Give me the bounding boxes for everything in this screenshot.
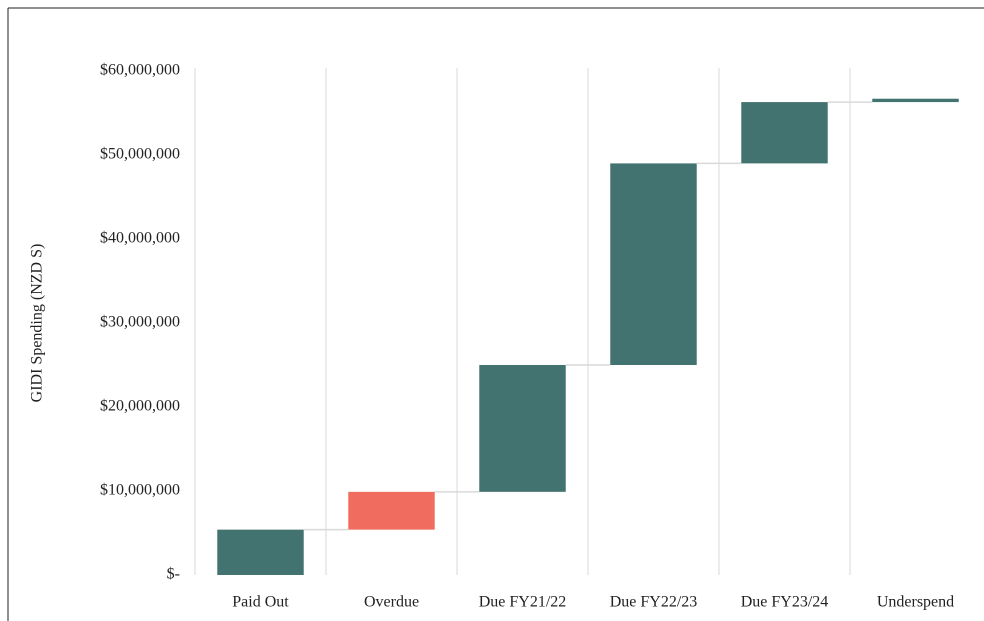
bar (872, 98, 959, 103)
x-tick-label: Paid Out (232, 594, 289, 611)
bar (610, 163, 697, 365)
y-axis-label: GIDI Spending (NZD S) (29, 244, 46, 403)
y-tick-label: $10,000,000 (100, 482, 180, 499)
y-tick-label: $- (167, 566, 180, 583)
bar (741, 102, 828, 164)
y-tick-label: $40,000,000 (100, 230, 180, 247)
x-tick-label: Overdue (364, 594, 419, 611)
y-tick-label: $20,000,000 (100, 398, 180, 415)
x-tick-label: Due FY21/22 (479, 594, 567, 611)
x-tick-label: Underspend (877, 594, 954, 611)
bar (348, 491, 435, 530)
x-tick-label: Due FY22/23 (610, 594, 698, 611)
bar (479, 365, 566, 492)
y-tick-label: $60,000,000 (100, 62, 180, 79)
x-tick-label: Due FY23/24 (741, 594, 829, 611)
y-tick-label: $50,000,000 (100, 146, 180, 163)
y-tick-label: $30,000,000 (100, 314, 180, 331)
bar (217, 529, 304, 575)
